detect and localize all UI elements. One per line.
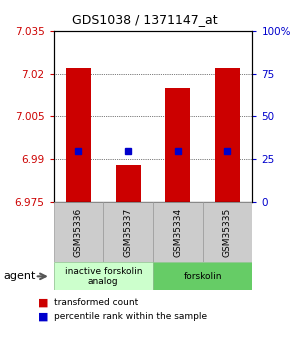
Bar (103, 202, 153, 262)
Bar (54, 262, 153, 290)
Text: percentile rank within the sample: percentile rank within the sample (54, 312, 207, 321)
Text: inactive forskolin
analog: inactive forskolin analog (65, 267, 142, 286)
Bar (116, 165, 141, 202)
Text: transformed count: transformed count (54, 298, 138, 307)
Bar (215, 68, 240, 202)
Text: GDS1038 / 1371147_at: GDS1038 / 1371147_at (72, 13, 218, 26)
Text: ■: ■ (38, 298, 48, 307)
Text: GSM35334: GSM35334 (173, 207, 182, 257)
Text: forskolin: forskolin (183, 272, 222, 281)
Bar (165, 88, 190, 202)
Text: GSM35335: GSM35335 (223, 207, 232, 257)
Text: ■: ■ (38, 312, 48, 321)
Bar (203, 202, 252, 262)
Bar (153, 202, 203, 262)
Bar (66, 68, 91, 202)
Bar (153, 262, 252, 290)
Bar (54, 202, 103, 262)
Text: GSM35336: GSM35336 (74, 207, 83, 257)
Text: GSM35337: GSM35337 (124, 207, 133, 257)
Text: agent: agent (3, 272, 35, 281)
